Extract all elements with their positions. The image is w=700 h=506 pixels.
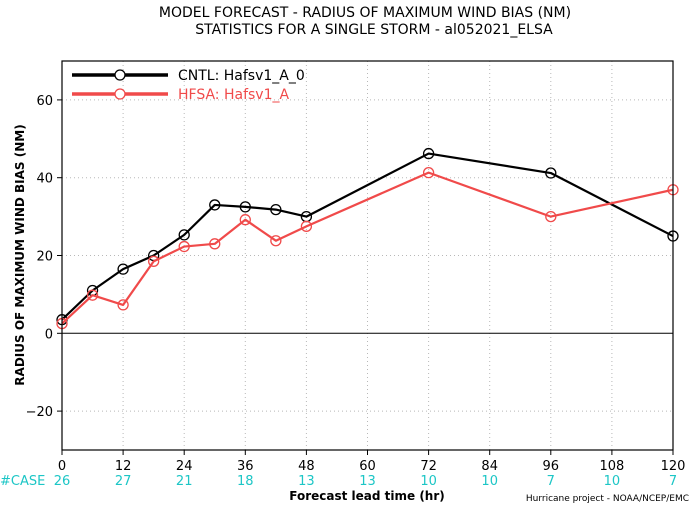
series-1	[56, 147, 679, 326]
series-line	[61, 152, 674, 321]
case-counts: #CASE 26 27 21 18 13 13 10 10 7 10 7	[0, 474, 677, 489]
x-tick-label: 36	[237, 459, 254, 474]
chart-subtitle: STATISTICS FOR A SINGLE STORM - al052021…	[195, 22, 553, 38]
legend-label: CNTL: Hafsv1_A_0	[178, 68, 305, 84]
case-count: 10	[420, 474, 437, 489]
grid-lines	[62, 61, 673, 450]
y-axis-label: RADIUS OF MAXIMUM WIND BIAS (NM)	[13, 124, 27, 385]
series-line	[61, 171, 674, 325]
x-tick-label: 0	[58, 459, 66, 474]
y-tick-label: 40	[36, 172, 53, 187]
case-count: 13	[359, 474, 376, 489]
case-count: 13	[298, 474, 315, 489]
data-point	[117, 299, 129, 311]
case-count: 18	[237, 474, 254, 489]
x-tick-label: 96	[543, 459, 560, 474]
data-point	[178, 229, 190, 241]
x-tick-label: 48	[298, 459, 315, 474]
x-tick-label: 72	[420, 459, 437, 474]
x-tick-label: 120	[661, 459, 686, 474]
case-label: #CASE	[0, 474, 45, 489]
series-lines	[56, 147, 679, 330]
data-point	[422, 166, 435, 179]
data-point	[270, 235, 282, 247]
legend-label: HFSA: Hafsv1_A	[178, 87, 290, 103]
legend-marker	[114, 88, 126, 100]
series-2	[56, 166, 679, 330]
data-point	[147, 255, 160, 267]
case-count: 10	[481, 474, 498, 489]
x-axis-label: Forecast lead time (hr)	[289, 489, 445, 503]
y-tick-label: 20	[36, 250, 53, 265]
y-tick-label: 0	[45, 327, 53, 342]
data-point	[178, 240, 190, 253]
data-point	[300, 220, 313, 232]
data-point	[117, 263, 129, 275]
legend: CNTL: Hafsv1_A_0 HFSA: Hafsv1_A	[72, 68, 305, 103]
case-count: 26	[54, 474, 71, 489]
credit-text: Hurricane project - NOAA/NCEP/EMC	[526, 494, 689, 504]
x-tick-label: 12	[115, 459, 132, 474]
data-point	[209, 199, 221, 211]
data-point	[239, 214, 251, 226]
case-count: 7	[547, 474, 555, 489]
chart-title: MODEL FORECAST - RADIUS OF MAXIMUM WIND …	[159, 5, 571, 21]
data-point	[270, 203, 282, 216]
data-point	[86, 289, 99, 301]
case-count: 7	[669, 474, 677, 489]
y-tick-label: −20	[26, 405, 53, 420]
x-tick-label: 60	[359, 459, 376, 474]
data-point	[422, 147, 435, 160]
legend-marker	[114, 69, 126, 81]
x-tick-label: 24	[176, 459, 193, 474]
y-axis-ticks: −20 0 20 40 60	[26, 94, 62, 420]
case-count: 21	[176, 474, 193, 489]
data-point	[545, 167, 557, 179]
plot-frame	[61, 60, 674, 451]
case-count: 27	[115, 474, 132, 489]
x-tick-label: 108	[599, 459, 624, 474]
x-axis-ticks: 0 12 24 36 48 60 72 84 96 108 120	[58, 450, 686, 474]
data-point	[239, 201, 251, 213]
case-count: 10	[604, 474, 621, 489]
data-point	[209, 238, 221, 250]
data-point	[545, 210, 557, 223]
y-tick-label: 60	[36, 94, 53, 109]
x-tick-label: 84	[481, 459, 498, 474]
